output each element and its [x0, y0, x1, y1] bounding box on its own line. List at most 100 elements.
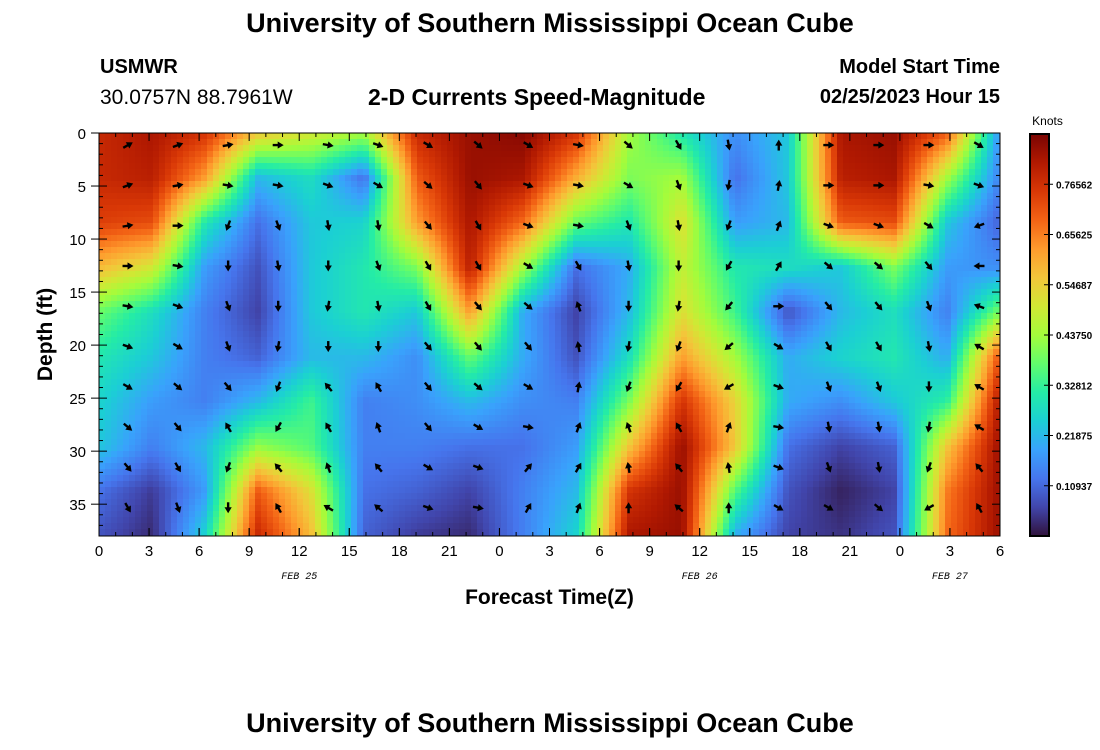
heatmap-cell — [345, 373, 352, 380]
heatmap-cell — [99, 457, 106, 464]
heatmap-cell — [117, 487, 124, 494]
heatmap-cell — [261, 211, 268, 218]
heatmap-cell — [537, 265, 544, 272]
heatmap-cell — [531, 205, 538, 212]
heatmap-cell — [489, 301, 496, 308]
heatmap-cell — [381, 145, 388, 152]
heatmap-cell — [105, 163, 112, 170]
heatmap-cell — [531, 253, 538, 260]
heatmap-cell — [453, 463, 460, 470]
heatmap-cell — [111, 481, 118, 488]
heatmap-cell — [507, 487, 514, 494]
heatmap-cell — [471, 277, 478, 284]
heatmap-cell — [471, 241, 478, 248]
heatmap-cell — [489, 187, 496, 194]
heatmap-cell — [129, 319, 136, 326]
heatmap-cell — [429, 379, 436, 386]
heatmap-cell — [453, 373, 460, 380]
heatmap-cell — [453, 277, 460, 284]
heatmap-cell — [231, 199, 238, 206]
heatmap-cell — [423, 319, 430, 326]
heatmap-cell — [345, 391, 352, 398]
heatmap-cell — [345, 367, 352, 374]
heatmap-cell — [201, 139, 208, 146]
heatmap-cell — [243, 157, 250, 164]
heatmap-cell — [531, 349, 538, 356]
heatmap-cell — [507, 529, 514, 536]
heatmap-cell — [483, 301, 490, 308]
heatmap-cell — [411, 385, 418, 392]
heatmap-cell — [285, 505, 292, 512]
heatmap-cell — [345, 199, 352, 206]
heatmap-cell — [381, 367, 388, 374]
heatmap-cell — [201, 445, 208, 452]
heatmap-cell — [249, 319, 256, 326]
heatmap-cell — [99, 265, 106, 272]
heatmap-cell — [159, 301, 166, 308]
heatmap-cell — [381, 343, 388, 350]
heatmap-cell — [123, 211, 130, 218]
heatmap-cell — [201, 361, 208, 368]
heatmap-cell — [291, 457, 298, 464]
heatmap-cell — [273, 193, 280, 200]
heatmap-cell — [141, 211, 148, 218]
heatmap-cell — [297, 211, 304, 218]
heatmap-cell — [123, 397, 130, 404]
heatmap-cell — [303, 271, 310, 278]
heatmap-cell — [171, 475, 178, 482]
heatmap-cell — [321, 391, 328, 398]
heatmap-cell — [219, 349, 226, 356]
heatmap-cell — [105, 139, 112, 146]
heatmap-cell — [195, 445, 202, 452]
heatmap-cell — [123, 247, 130, 254]
heatmap-cell — [327, 373, 334, 380]
heatmap-cell — [135, 337, 142, 344]
heatmap-cell — [249, 229, 256, 236]
heatmap-cell — [483, 175, 490, 182]
heatmap-cell — [501, 331, 508, 338]
heatmap-cell — [501, 229, 508, 236]
heatmap-cell — [309, 505, 316, 512]
heatmap-cell — [237, 493, 244, 500]
heatmap-cell — [111, 133, 118, 140]
heatmap-cell — [303, 463, 310, 470]
heatmap-cell — [231, 463, 238, 470]
heatmap-cell — [345, 265, 352, 272]
heatmap-cell — [501, 193, 508, 200]
heatmap-cell — [411, 295, 418, 302]
heatmap-cell — [369, 283, 376, 290]
heatmap-cell — [417, 193, 424, 200]
heatmap-cell — [507, 457, 514, 464]
heatmap-cell — [315, 337, 322, 344]
heatmap-cell — [477, 193, 484, 200]
heatmap-cell — [207, 151, 214, 158]
heatmap-cell — [213, 373, 220, 380]
heatmap-cell — [423, 289, 430, 296]
heatmap-cell — [399, 331, 406, 338]
heatmap-cell — [477, 427, 484, 434]
heatmap-cell — [291, 289, 298, 296]
heatmap-cell — [369, 385, 376, 392]
heatmap-cell — [237, 529, 244, 536]
heatmap-cell — [495, 199, 502, 206]
heatmap-cell — [135, 529, 142, 536]
heatmap-cell — [405, 181, 412, 188]
heatmap-cell — [351, 301, 358, 308]
heatmap-cell — [297, 397, 304, 404]
heatmap-cell — [273, 379, 280, 386]
heatmap-cell — [243, 247, 250, 254]
heatmap-cell — [225, 493, 232, 500]
heatmap-cell — [429, 175, 436, 182]
heatmap-cell — [123, 451, 130, 458]
heatmap-cell — [153, 355, 160, 362]
heatmap-cell — [219, 403, 226, 410]
heatmap-cell — [513, 337, 520, 344]
heatmap-cell — [537, 193, 544, 200]
heatmap-cell — [495, 439, 502, 446]
heatmap-cell — [207, 355, 214, 362]
heatmap-cell — [387, 157, 394, 164]
heatmap-cell — [447, 505, 454, 512]
heatmap-cell — [327, 139, 334, 146]
heatmap-cell — [333, 505, 340, 512]
heatmap-cell — [429, 451, 436, 458]
